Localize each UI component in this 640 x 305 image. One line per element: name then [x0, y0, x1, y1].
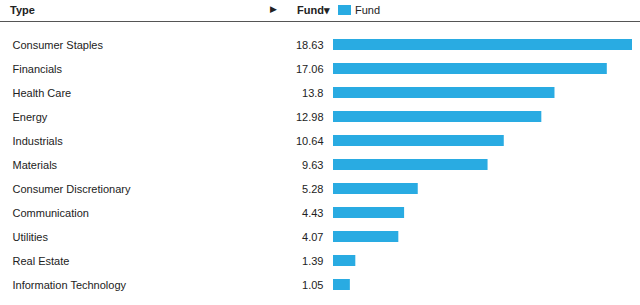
- html-text:Fund: Fund: [355, 4, 381, 16]
- svg-text:Financials: Financials: [13, 63, 63, 75]
- svg-text:Health Care: Health Care: [13, 87, 72, 99]
- html-text:Type: Type: [10, 4, 35, 16]
- svg-text:4.07: 4.07: [302, 231, 323, 243]
- svg-text:Consumer Staples: Consumer Staples: [13, 39, 104, 51]
- html-text:Fund▾: Fund▾: [297, 4, 330, 16]
- svg-text:12.98: 12.98: [296, 111, 324, 123]
- svg-text:13.8: 13.8: [302, 87, 323, 99]
- svg-text:9.63: 9.63: [302, 159, 323, 171]
- svg-text:1.39: 1.39: [302, 255, 323, 267]
- svg-text:18.63: 18.63: [296, 39, 324, 51]
- svg-text:Information Technology: Information Technology: [13, 279, 127, 291]
- svg-text:1.05: 1.05: [302, 279, 323, 291]
- svg-text:17.06: 17.06: [296, 63, 324, 75]
- svg-text:4.43: 4.43: [302, 207, 323, 219]
- svg-text:Utilities: Utilities: [13, 231, 49, 243]
- svg-text:Consumer Discretionary: Consumer Discretionary: [13, 183, 131, 195]
- svg-text:Real Estate: Real Estate: [13, 255, 70, 267]
- svg-text:Energy: Energy: [13, 111, 48, 123]
- svg-text:5.28: 5.28: [302, 183, 323, 195]
- svg-text:Industrials: Industrials: [13, 135, 64, 147]
- svg-text:Communication: Communication: [13, 207, 89, 219]
- svg-text:Materials: Materials: [13, 159, 58, 171]
- svg-text:10.64: 10.64: [296, 135, 324, 147]
